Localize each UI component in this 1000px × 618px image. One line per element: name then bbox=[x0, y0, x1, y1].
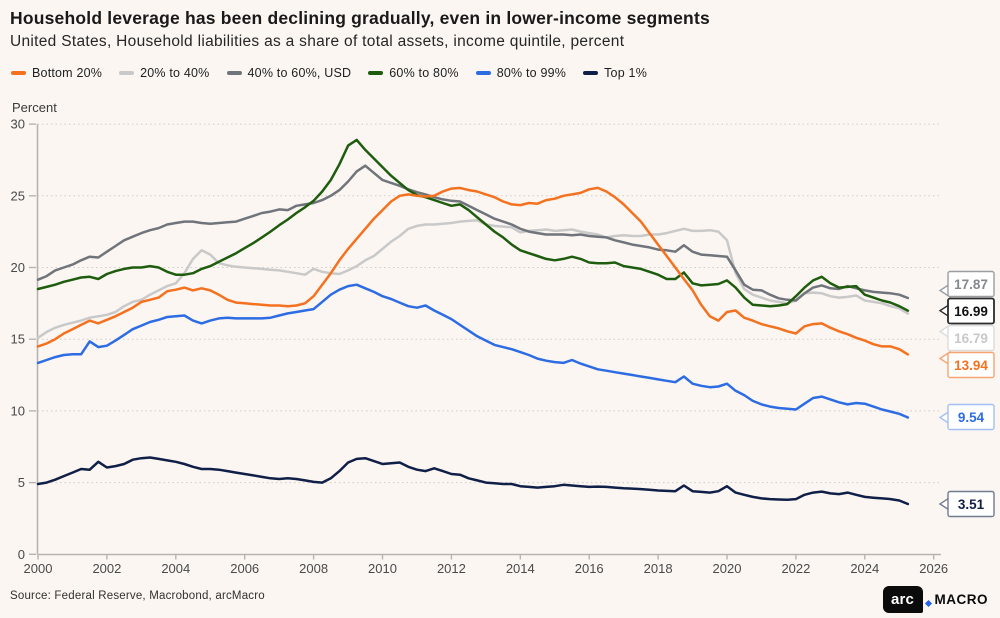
end-label-box bbox=[947, 297, 995, 325]
arcmacro-logo: arc MACRO bbox=[882, 586, 989, 613]
legend-item-0[interactable]: Bottom 20% bbox=[11, 66, 102, 80]
source-note: Source: Federal Reserve, Macrobond, arcM… bbox=[10, 590, 265, 602]
logo-wordmark: MACRO bbox=[934, 592, 988, 607]
series-line-top-1- bbox=[36, 456, 910, 506]
series-line-40-to-60-usd bbox=[36, 164, 910, 302]
x-tick-label-2000: 2000 bbox=[24, 561, 53, 576]
x-tick-label-2010: 2010 bbox=[368, 561, 397, 576]
end-label-value: 16.99 bbox=[954, 304, 988, 319]
x-tick-label-2006: 2006 bbox=[230, 561, 259, 576]
x-tick-label-2024: 2024 bbox=[850, 561, 879, 576]
y-tick-label-20: 20 bbox=[11, 260, 25, 275]
legend-swatch-icon bbox=[583, 71, 599, 75]
logo-dot-icon bbox=[924, 599, 932, 608]
x-tick-label-2002: 2002 bbox=[92, 561, 121, 576]
legend-item-2[interactable]: 40% to 60%, USD bbox=[226, 66, 352, 80]
legend-label: 20% to 40% bbox=[140, 66, 210, 80]
y-axis-unit-label: Percent bbox=[12, 100, 57, 115]
legend-label: 80% to 99% bbox=[496, 66, 567, 80]
end-label-value: 17.87 bbox=[954, 277, 988, 292]
legend-item-5[interactable]: Top 1% bbox=[583, 66, 647, 80]
x-tick-label-2026: 2026 bbox=[919, 561, 948, 576]
x-tick-label-2022: 2022 bbox=[781, 561, 810, 576]
legend: Bottom 20% 20% to 40% 40% to 60%, USD 60% t… bbox=[11, 66, 647, 80]
chart-subtitle: United States, Household liabilities as … bbox=[10, 33, 625, 50]
x-tick-label-2014: 2014 bbox=[506, 561, 535, 576]
end-label-value: 16.79 bbox=[954, 331, 988, 346]
x-tick-label-2008: 2008 bbox=[299, 561, 328, 576]
legend-item-4[interactable]: 80% to 99% bbox=[475, 66, 567, 80]
legend-swatch-icon bbox=[475, 71, 491, 75]
legend-swatch-icon bbox=[119, 71, 135, 75]
series-line-80-to-99- bbox=[36, 283, 910, 419]
legend-label: 60% to 80% bbox=[389, 66, 459, 80]
legend-swatch-icon bbox=[368, 71, 384, 75]
chart-title: Household leverage has been declining gr… bbox=[10, 8, 710, 28]
legend-swatch-icon bbox=[11, 71, 26, 75]
series-line-60-to-80- bbox=[36, 138, 910, 312]
logo-box-text: arc bbox=[890, 591, 915, 608]
y-tick-label-25: 25 bbox=[11, 188, 25, 203]
end-label-value: 9.54 bbox=[958, 410, 985, 425]
legend-item-1[interactable]: 20% to 40% bbox=[119, 66, 209, 80]
x-tick-label-2016: 2016 bbox=[575, 561, 604, 576]
y-tick-label-0: 0 bbox=[18, 547, 25, 562]
end-label-box bbox=[947, 351, 995, 379]
end-label-box bbox=[947, 403, 995, 431]
y-tick-label-15: 15 bbox=[11, 332, 25, 347]
y-tick-label-30: 30 bbox=[11, 117, 25, 132]
x-tick-label-2018: 2018 bbox=[644, 561, 673, 576]
legend-label: Bottom 20% bbox=[32, 66, 103, 80]
y-tick-label-5: 5 bbox=[18, 475, 25, 490]
x-tick-label-2020: 2020 bbox=[713, 561, 742, 576]
x-tick-label-2004: 2004 bbox=[161, 561, 190, 576]
end-label-box bbox=[947, 490, 995, 518]
end-label-box bbox=[947, 270, 995, 298]
end-label-box bbox=[947, 324, 995, 352]
logo-box-icon: arc bbox=[882, 586, 923, 613]
end-label-value: 3.51 bbox=[958, 497, 985, 512]
legend-item-3[interactable]: 60% to 80% bbox=[368, 66, 458, 80]
y-tick-label-10: 10 bbox=[11, 403, 25, 418]
legend-label: Top 1% bbox=[604, 66, 648, 80]
end-label-value: 13.94 bbox=[954, 358, 988, 373]
legend-label: 40% to 60%, USD bbox=[247, 66, 352, 80]
legend-swatch-icon bbox=[226, 71, 242, 75]
x-tick-label-2012: 2012 bbox=[437, 561, 466, 576]
series-line-bottom-20- bbox=[36, 186, 910, 356]
series-line-20-to-40- bbox=[36, 218, 910, 340]
